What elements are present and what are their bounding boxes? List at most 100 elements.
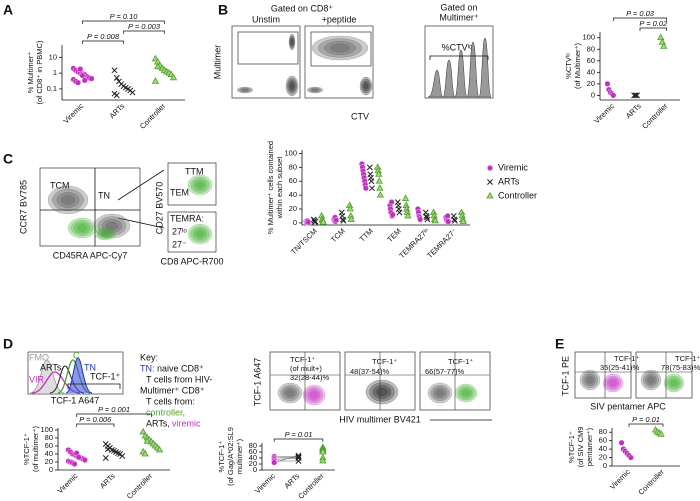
flow-box (304, 25, 374, 99)
point (451, 216, 458, 223)
p-value: P = 0.006 (79, 415, 112, 424)
bracket (82, 20, 165, 24)
point (459, 217, 467, 224)
key-text: T cells from HIV- (146, 374, 212, 384)
density (668, 377, 680, 389)
axis-label: CTV (351, 111, 369, 121)
point (389, 211, 396, 218)
y-axis-label: multimer⁺) (235, 438, 244, 474)
density (306, 86, 324, 94)
y-tick-label: 40 (587, 67, 595, 76)
label: TCM (50, 180, 70, 190)
density (99, 230, 111, 238)
y-axis-label: (of Gag/A*02:SL9 (226, 427, 235, 486)
density (640, 369, 662, 391)
x-tick-label: Controller (296, 471, 326, 501)
density (289, 82, 295, 90)
y-tick-label: 40 (289, 190, 297, 199)
label: Gated on (440, 2, 477, 12)
y-tick-label: 100 (40, 425, 53, 434)
y-tick-label: 80 (289, 162, 297, 171)
density (96, 229, 113, 239)
x-tick-label: Viremic (61, 101, 85, 125)
y-axis-label: (of Multimer⁺) (573, 42, 582, 89)
density (365, 379, 399, 405)
p-value: P = 0.10 (110, 12, 139, 21)
y-tick-label: 80 (587, 44, 595, 53)
gate-label: (of mult+) (290, 364, 322, 373)
point (111, 67, 118, 74)
density (56, 191, 80, 209)
point (375, 177, 383, 184)
density (435, 389, 445, 397)
key-text: TN: (140, 363, 155, 373)
y-tick-label: 60 (599, 436, 607, 445)
density (94, 227, 116, 241)
y-tick-label: 20 (587, 79, 595, 88)
y-tick-label: 80 (45, 433, 53, 442)
point (634, 92, 641, 99)
y-axis-label: %TCF-1⁺ (567, 431, 576, 463)
key-text: Key: (140, 352, 158, 362)
density (427, 382, 453, 404)
point (113, 92, 120, 99)
y-tick-label: 60 (249, 447, 257, 456)
x-tick-label: TEM (385, 226, 403, 244)
density (670, 379, 678, 387)
point (657, 430, 665, 437)
density (363, 82, 369, 90)
y-axis-label: within each subset (275, 156, 284, 220)
point (104, 446, 111, 453)
y-tick-label: 100 (582, 33, 595, 42)
density (459, 387, 473, 399)
density (310, 391, 318, 399)
axis-label: CD8 APC-R700 (160, 256, 223, 266)
label: TTM (185, 166, 204, 176)
key-text: controller, (146, 407, 185, 417)
density (645, 374, 657, 386)
flow-box (231, 25, 301, 99)
arrow (117, 217, 165, 229)
density (372, 385, 392, 399)
point (376, 184, 384, 191)
panel-letter: C (3, 151, 13, 167)
point (143, 437, 151, 444)
point (486, 191, 494, 199)
density (376, 387, 388, 397)
y-axis-label: %TCF-1⁺ (217, 441, 226, 473)
y-tick-label: 0 (591, 90, 595, 99)
y-tick-label: 60 (289, 176, 297, 185)
point (81, 457, 88, 464)
point (333, 217, 340, 224)
point (375, 170, 383, 177)
axis-label: TCF-1 A647 (51, 395, 100, 405)
point (271, 459, 278, 466)
bracket (123, 30, 165, 34)
point (339, 216, 346, 223)
axis-label: CD27 BV570 (154, 182, 164, 235)
gate-label: TCF-1⁺ (448, 357, 473, 366)
density (609, 379, 617, 387)
point (423, 213, 430, 219)
x-tick-label: Viremic (253, 471, 277, 495)
density (584, 374, 596, 386)
point (139, 427, 147, 435)
point (369, 185, 375, 192)
legend-label: ARTs (498, 176, 520, 186)
x-tick-label: Controller (138, 101, 168, 131)
gate (310, 31, 372, 67)
density (602, 373, 624, 393)
density (290, 39, 294, 45)
point (77, 66, 84, 73)
point (81, 77, 88, 84)
y-tick-label: 10 (49, 52, 57, 61)
y-axis-label: % Multimer⁺ (26, 52, 35, 94)
panel-letter: B (218, 2, 228, 18)
y-tick-label: 60 (45, 441, 53, 450)
point (401, 194, 410, 202)
flow-box (424, 25, 494, 99)
density (236, 86, 254, 94)
density (283, 387, 297, 399)
x-tick-label: TTM (358, 226, 375, 243)
